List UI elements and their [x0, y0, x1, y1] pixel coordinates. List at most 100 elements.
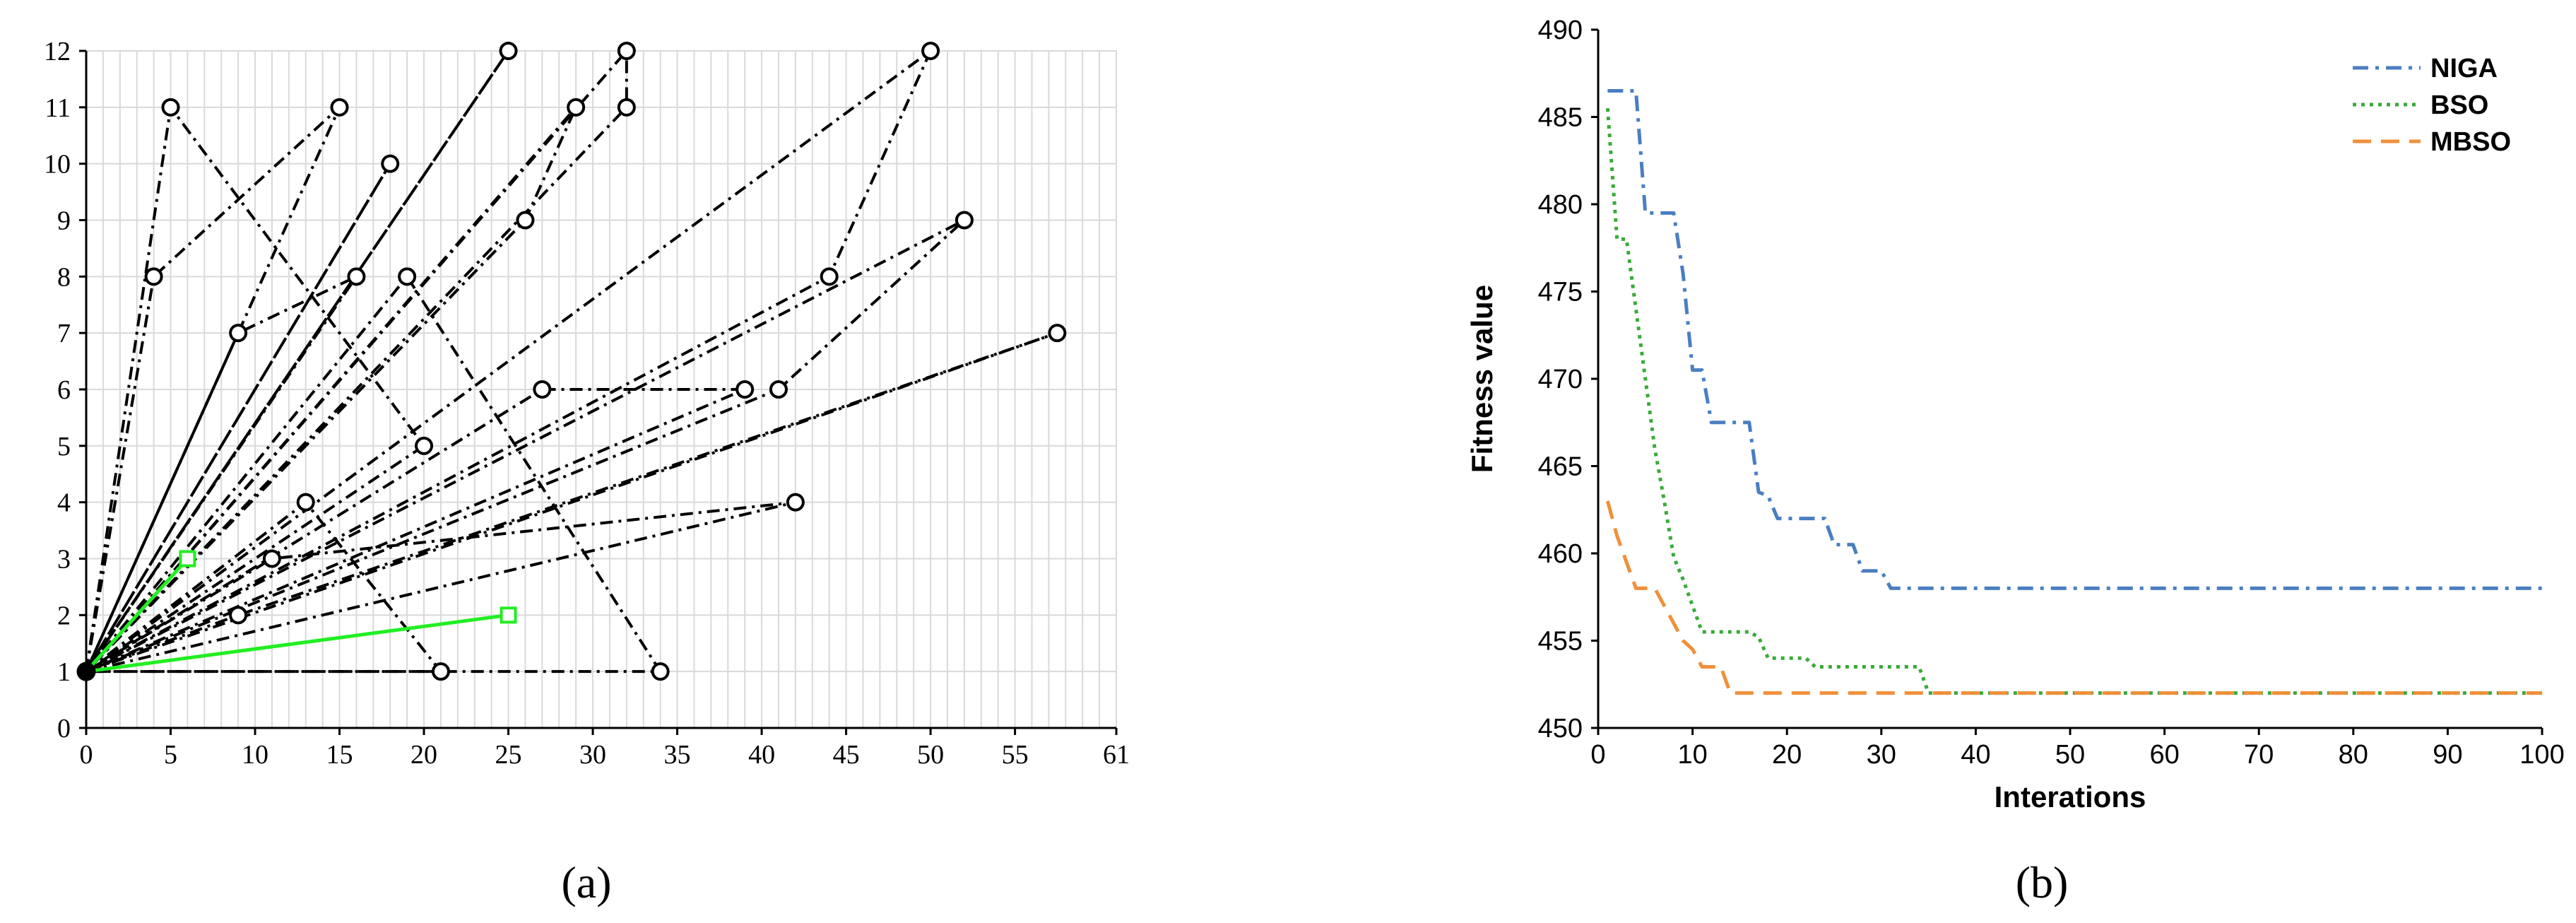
legend-label-mbso: MBSO	[2430, 127, 2511, 157]
x-tick-label: 15	[326, 740, 353, 770]
y-tick-label: 485	[1538, 103, 1583, 133]
x-tick-label: 10	[1677, 740, 1707, 770]
depot-marker	[76, 662, 96, 681]
fitness-chart-series	[1605, 88, 2542, 695]
x-tick-label: 20	[1772, 740, 1802, 770]
y-tick-label: 7	[57, 319, 71, 348]
route-chart-grid	[85, 50, 1117, 729]
x-tick-label: 40	[1961, 740, 1990, 770]
y-tick-label: 460	[1538, 539, 1583, 569]
x-axis-title: Interations	[1995, 780, 2146, 813]
x-tick-label: 25	[495, 740, 522, 770]
customer-marker-circle	[431, 662, 450, 681]
x-tick-label: 60	[2149, 740, 2179, 770]
series-line-bso	[1605, 107, 2542, 695]
route-line	[85, 275, 358, 673]
customer-marker-circle	[381, 154, 400, 173]
customer-marker-circle	[262, 549, 281, 568]
route-chart-routes	[85, 49, 1059, 674]
customer-marker-circle	[330, 98, 349, 117]
x-tick-label: 35	[664, 740, 691, 770]
route-line	[85, 500, 442, 674]
legend-label-niga: NIGA	[2430, 54, 2498, 83]
customer-marker-circle	[921, 42, 940, 60]
y-tick-label: 12	[44, 37, 71, 66]
customer-marker-circle	[229, 606, 248, 625]
fitness-chart-tick-labels: 0 10 20 30 40 50 60 70 80 90 100 450 455 460 465 470 475…	[1538, 16, 2565, 770]
customer-marker-circle	[735, 380, 755, 399]
route-chart-customer-markers	[76, 42, 1067, 681]
x-tick-label: 80	[2339, 740, 2368, 770]
x-tick-label: 50	[2055, 740, 2085, 770]
customer-marker-circle	[1048, 324, 1067, 343]
y-tick-label: 465	[1538, 452, 1583, 482]
customer-marker-square	[500, 606, 517, 624]
fitness-chart-legend: NIGA BSO MBSO	[2353, 54, 2511, 157]
route-line	[85, 275, 662, 674]
x-tick-label: 50	[917, 740, 944, 770]
x-tick-label: 30	[579, 740, 606, 770]
fitness-chart-axes	[1591, 28, 2543, 735]
x-tick-label: 20	[410, 740, 437, 770]
customer-marker-circle	[161, 98, 180, 117]
y-tick-label: 5	[57, 432, 71, 462]
route-line	[85, 105, 578, 673]
x-tick-label: 10	[242, 740, 268, 770]
y-tick-label: 10	[44, 150, 71, 180]
y-tick-label: 3	[57, 545, 71, 575]
customer-marker-circle	[820, 267, 839, 286]
customer-marker-circle	[144, 267, 163, 286]
route-line	[85, 218, 966, 674]
customer-marker-circle	[398, 267, 417, 286]
customer-marker-circle	[499, 42, 518, 60]
route-line-green	[85, 613, 511, 674]
y-tick-label: 8	[57, 262, 71, 292]
y-tick-label: 475	[1538, 278, 1583, 307]
legend-label-bso: BSO	[2430, 90, 2488, 120]
customer-marker-circle	[955, 211, 974, 230]
x-tick-label: 5	[164, 740, 177, 770]
y-tick-label: 11	[45, 93, 71, 123]
y-axis-title: Fitness value	[1465, 285, 1499, 473]
x-tick-label: 30	[1867, 740, 1896, 770]
customer-marker-circle	[415, 436, 434, 455]
x-tick-label: 0	[1590, 740, 1605, 770]
x-tick-label: 45	[833, 740, 860, 770]
customer-marker-circle	[651, 662, 670, 681]
y-tick-label: 490	[1538, 16, 1583, 45]
series-line-mbso	[1605, 500, 2542, 695]
y-tick-label: 6	[57, 375, 71, 405]
customer-marker-circle	[229, 324, 248, 343]
customer-marker-square	[179, 550, 196, 568]
route-chart-axes	[79, 49, 1118, 735]
route-line	[85, 388, 747, 674]
y-tick-label: 4	[57, 488, 71, 518]
series-line-niga	[1607, 88, 2542, 590]
y-tick-label: 2	[57, 601, 71, 630]
y-tick-label: 1	[57, 657, 71, 687]
customer-marker-circle	[617, 42, 636, 60]
customer-marker-circle	[347, 267, 366, 286]
route-line	[85, 105, 341, 672]
x-tick-label: 55	[1002, 740, 1029, 770]
customer-marker-circle	[567, 98, 586, 117]
y-tick-label: 0	[57, 714, 71, 743]
customer-marker-circle	[617, 98, 636, 117]
route-line	[85, 105, 426, 673]
customer-marker-circle	[769, 380, 788, 399]
panel-label-a: (a)	[561, 857, 611, 907]
y-tick-label: 9	[57, 206, 71, 236]
route-line	[85, 331, 1059, 674]
customer-marker-circle	[786, 493, 805, 512]
panel-label-b: (b)	[2016, 857, 2069, 907]
x-tick-label: 90	[2433, 740, 2462, 770]
x-tick-label: 0	[80, 740, 93, 770]
y-tick-label: 470	[1538, 365, 1583, 394]
customer-marker-circle	[533, 380, 552, 399]
y-tick-label: 480	[1538, 190, 1583, 220]
x-tick-label: 70	[2244, 740, 2274, 770]
x-tick-label: 61	[1103, 740, 1130, 770]
